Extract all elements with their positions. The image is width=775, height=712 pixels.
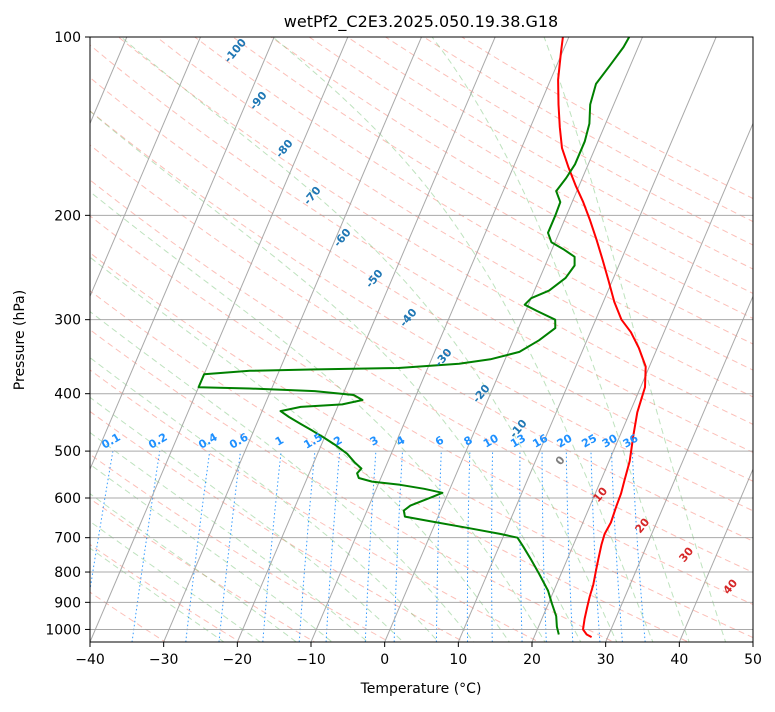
dry-adiabat xyxy=(155,37,753,398)
y-tick-label: 500 xyxy=(54,444,81,460)
axes: −40 −30 −20 −10 0 10 20 30 40 50 100 200 300 400 500 60… xyxy=(45,30,762,668)
moist-adiabat xyxy=(90,463,333,642)
dry-adiabat xyxy=(117,37,753,425)
moist-adiabat xyxy=(90,191,546,642)
moist-adiabat xyxy=(272,37,654,642)
isotherm-line xyxy=(90,37,275,471)
dewpoint-line xyxy=(197,37,631,635)
dry-adiabat xyxy=(90,144,753,542)
isotherm-line xyxy=(457,37,717,642)
moist-adiabat xyxy=(90,310,475,642)
data-series xyxy=(197,37,647,638)
dry-adiabat xyxy=(90,543,241,642)
y-tick-label: 900 xyxy=(54,595,81,611)
isotherm-line xyxy=(236,37,496,642)
plot-frame xyxy=(89,36,754,643)
moist-adiabat xyxy=(90,431,369,642)
dry-adiabat xyxy=(232,37,753,345)
y-tick-label: 300 xyxy=(54,313,81,329)
x-tick-label: −20 xyxy=(223,652,253,668)
dry-adiabat xyxy=(90,453,391,642)
x-tick-label: −30 xyxy=(149,652,179,668)
y-tick-label: 600 xyxy=(54,491,81,507)
y-tick-label: 800 xyxy=(54,565,81,581)
dry-adiabat xyxy=(308,37,753,295)
dry-adiabat xyxy=(90,110,753,512)
y-tick-label: 700 xyxy=(54,531,81,547)
chart-title: wetPf2_C2E3.2025.050.19.38.G18 xyxy=(284,12,558,32)
dry-adiabat xyxy=(90,76,753,482)
x-tick-label: 40 xyxy=(670,652,688,668)
x-tick-label: 30 xyxy=(597,652,615,668)
y-tick-label: 100 xyxy=(54,30,81,46)
temperature-line xyxy=(557,37,647,638)
isotherm-line xyxy=(90,37,128,125)
isotherm-line xyxy=(605,295,753,642)
x-tick-label: 10 xyxy=(449,652,467,668)
isotherm-line xyxy=(310,37,570,642)
x-tick-label: 0 xyxy=(380,652,389,668)
moist-adiabat xyxy=(90,396,404,642)
dry-adiabat xyxy=(90,369,540,642)
isotherm-line xyxy=(90,37,202,298)
x-axis-label: Temperature (°C) xyxy=(360,681,482,697)
y-tick-label: 400 xyxy=(54,387,81,403)
dry-adiabat xyxy=(90,215,753,606)
isotherm-line xyxy=(531,122,753,642)
background-lines xyxy=(90,37,753,642)
y-tick-label: 1000 xyxy=(45,622,81,638)
isotherm-line xyxy=(90,37,349,642)
x-tick-label: 20 xyxy=(523,652,541,668)
x-tick-label: 50 xyxy=(744,652,762,668)
dry-adiabat xyxy=(90,252,753,639)
isotherm-line xyxy=(163,37,423,642)
isotherm-line xyxy=(678,467,753,642)
x-tick-label: −40 xyxy=(75,652,105,668)
dry-adiabat xyxy=(90,290,690,642)
dry-adiabat xyxy=(90,410,466,642)
dry-adiabat xyxy=(90,498,316,642)
y-axis-label: Pressure (hPa) xyxy=(12,290,28,390)
x-tick-label: −10 xyxy=(296,652,326,668)
isotherm-line xyxy=(384,37,644,642)
y-tick-label: 200 xyxy=(54,208,81,224)
